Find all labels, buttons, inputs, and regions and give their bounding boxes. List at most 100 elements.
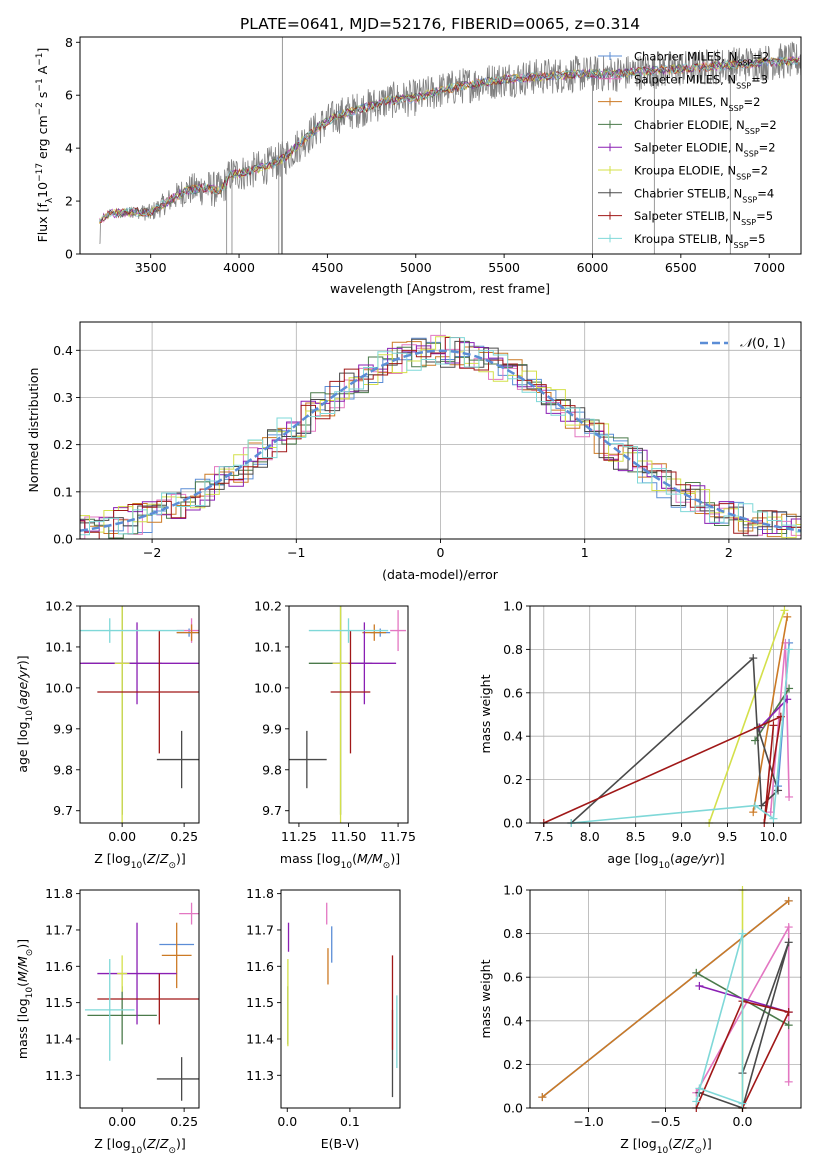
legend-part: (0, 1) xyxy=(752,335,786,350)
y-tick-label: 4 xyxy=(65,141,73,156)
legend-count: =2 xyxy=(752,50,769,64)
label-part: ⊙ xyxy=(168,1146,176,1156)
label-part: )] xyxy=(15,655,30,665)
y-tick-label: 0.2 xyxy=(53,437,73,452)
legend-sub: SSP xyxy=(736,172,751,181)
weight-series-2 xyxy=(541,900,790,1098)
model-spectrum-8 xyxy=(99,57,800,222)
label-part: Z xyxy=(146,1136,156,1151)
model-spectrum-5 xyxy=(99,56,800,224)
legend-sub: SSP xyxy=(729,104,744,113)
label-part: Z [ xyxy=(620,1136,637,1151)
x-tick-label: 0.25 xyxy=(170,1114,198,1129)
label-part: −2 xyxy=(35,102,45,115)
weight-series-2 xyxy=(752,616,788,813)
x-tick-label: 11.50 xyxy=(331,829,367,844)
label-part: log xyxy=(322,851,341,866)
label-part: ( xyxy=(142,851,147,866)
y-tick-label: 0.0 xyxy=(503,816,523,831)
label-part: log xyxy=(112,1136,131,1151)
weight-series-4 xyxy=(699,985,789,1013)
legend-name: Chabrier ELODIE, N xyxy=(634,118,745,132)
y-tick-label: 9.8 xyxy=(53,762,73,777)
legend-count: =5 xyxy=(749,232,766,246)
x-tick-label: 0.25 xyxy=(170,829,198,844)
x-tick-label: 9.0 xyxy=(672,829,692,844)
legend-entry: Chabrier STELIB, NSSP=4 xyxy=(634,186,774,204)
legend-entry: Salpeter STELIB, NSSP=5 xyxy=(634,209,773,227)
y-axis-label: mass weight xyxy=(478,959,493,1038)
label-part: log xyxy=(112,851,131,866)
label-part: Z xyxy=(159,851,169,866)
weight-series-6 xyxy=(699,942,790,1110)
y-tick-label: 10.2 xyxy=(254,599,282,614)
massweight-vs-metallicity-plot: −1.0 −0.5 0.00.00.20.40.60.81.0Z [log10(Z/… xyxy=(478,883,802,1156)
y-tick-label: 11.7 xyxy=(246,922,274,937)
x-tick-label: −2 xyxy=(143,545,161,560)
x-tick-label: 7000 xyxy=(753,260,785,275)
legend-sub: SSP xyxy=(744,149,759,158)
legend-sub: SSP xyxy=(741,218,756,227)
y-tick-label: 11.5 xyxy=(246,995,274,1010)
label-part: / xyxy=(156,851,161,866)
residuals-histogram: 𝒩(0, 1) −2 −1 0 1 2 0.0 0.1 0.2 0.3 0.4 (data-model… xyxy=(26,321,802,582)
y-tick-label: 0.0 xyxy=(503,1101,523,1116)
label-part: ( xyxy=(15,705,30,710)
y-tick-label: 0.8 xyxy=(503,926,523,941)
y-tick-label: 11.6 xyxy=(45,959,73,974)
label-part: ] xyxy=(35,48,50,53)
y-tick-label: 0.2 xyxy=(503,772,523,787)
x-axis-label: Z [log10(Z/Z⊙)] xyxy=(94,851,186,871)
label-part: ( xyxy=(670,851,675,866)
label-part: −1 xyxy=(35,53,45,66)
legend-count: =2 xyxy=(744,95,761,109)
y-tick-label: 11.4 xyxy=(246,1031,274,1046)
x-tick-label: 11.75 xyxy=(380,829,416,844)
legend-entry: Kroupa STELIB, NSSP=5 xyxy=(634,232,765,250)
weight-series-5 xyxy=(708,610,786,824)
y-tick-label: 11.8 xyxy=(45,886,73,901)
label-part: M/M xyxy=(357,851,383,866)
massweight-vs-age-plot: 7.5 8.0 8.5 9.0 9.5 10.0 0.0 0.2 0.4 0.6 0.8 1.0 age… xyxy=(478,599,802,871)
label-part: ( xyxy=(15,982,30,987)
label-part: 10 xyxy=(25,710,35,722)
label-part: ⊙ xyxy=(168,861,176,871)
y-tick-label: 11.8 xyxy=(246,886,274,901)
x-tick-label: 6000 xyxy=(577,260,609,275)
label-part: Z [ xyxy=(94,851,111,866)
model-spectrum-6 xyxy=(99,57,800,222)
label-part: / xyxy=(156,1136,161,1151)
legend-sub: SSP xyxy=(745,126,760,135)
label-part: ( xyxy=(142,1136,147,1151)
y-tick-label: 2 xyxy=(65,194,73,209)
y-tick-label: 0.1 xyxy=(53,484,73,499)
y-axis-label: mass [log10(M/M⊙)] xyxy=(15,939,35,1059)
y-tick-label: 0.6 xyxy=(503,685,523,700)
label-part: log xyxy=(638,1136,657,1151)
legend-entry: Chabrier MILES, NSSP=2 xyxy=(634,50,769,68)
y-tick-label: 6 xyxy=(65,88,73,103)
legend-sub: SSP xyxy=(736,81,751,90)
y-tick-label: 11.3 xyxy=(246,1068,274,1083)
y-tick-label: 10.0 xyxy=(45,680,73,695)
y-tick-label: 10.2 xyxy=(45,599,73,614)
label-part: mass [ xyxy=(15,1017,30,1059)
label-part: ( xyxy=(352,851,357,866)
normal-distribution-curve xyxy=(79,349,802,532)
legend-name: Salpeter STELIB, N xyxy=(634,209,741,223)
weight-series-8 xyxy=(695,933,744,1105)
legend-label: 𝒩(0, 1) xyxy=(740,335,786,350)
x-axis-label: E(B-V) xyxy=(321,1136,360,1151)
x-tick-label: 3500 xyxy=(135,260,167,275)
y-tick-label: 0.0 xyxy=(53,532,73,547)
label-part: )] xyxy=(176,851,186,866)
histogram-8 xyxy=(80,337,801,536)
x-axis-label: age [log10(age/yr)] xyxy=(607,851,724,871)
x-tick-label: 0.0 xyxy=(277,1114,297,1129)
x-axis-label: mass [log10(M/M⊙)] xyxy=(280,851,400,871)
axes-frame xyxy=(79,889,200,1109)
label-part: age [ xyxy=(15,741,30,773)
x-tick-label: 0.1 xyxy=(340,1114,360,1129)
label-part: age/yr xyxy=(15,664,30,705)
x-tick-label: 1 xyxy=(581,545,589,560)
